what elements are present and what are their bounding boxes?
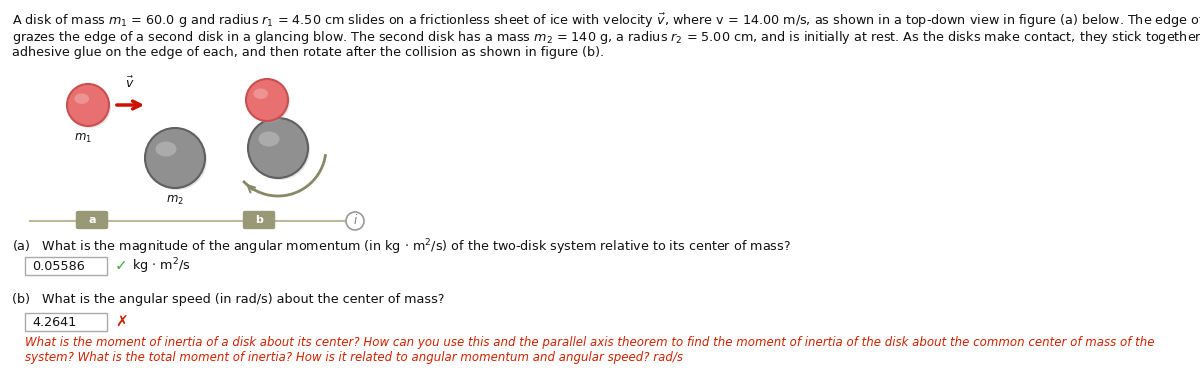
FancyBboxPatch shape — [25, 313, 107, 331]
Text: ✓: ✓ — [115, 259, 127, 273]
FancyBboxPatch shape — [77, 211, 108, 229]
FancyBboxPatch shape — [25, 257, 107, 275]
Text: $m_2$: $m_2$ — [166, 194, 184, 207]
Text: grazes the edge of a second disk in a glancing blow. The second disk has a mass : grazes the edge of a second disk in a gl… — [12, 29, 1200, 46]
Text: What is the moment of inertia of a disk about its center? How can you use this a: What is the moment of inertia of a disk … — [25, 336, 1154, 349]
Text: a: a — [89, 215, 96, 225]
Ellipse shape — [67, 84, 109, 126]
Ellipse shape — [74, 94, 89, 104]
Text: (a)   What is the magnitude of the angular momentum (in kg $\cdot$ m$^2$/s) of t: (a) What is the magnitude of the angular… — [12, 237, 791, 257]
Text: ✗: ✗ — [115, 314, 127, 330]
Text: kg $\cdot$ m$^2$/s: kg $\cdot$ m$^2$/s — [132, 256, 191, 276]
Ellipse shape — [246, 79, 288, 121]
Ellipse shape — [145, 128, 205, 188]
Text: b: b — [256, 215, 263, 225]
Text: adhesive glue on the edge of each, and then rotate after the collision as shown : adhesive glue on the edge of each, and t… — [12, 46, 604, 59]
Text: A disk of mass $m_1$ = 60.0 g and radius $r_1$ = 4.50 cm slides on a frictionles: A disk of mass $m_1$ = 60.0 g and radius… — [12, 12, 1200, 30]
Ellipse shape — [253, 89, 268, 99]
Ellipse shape — [148, 130, 208, 190]
Text: system? What is the total moment of inertia? How is it related to angular moment: system? What is the total moment of iner… — [25, 351, 683, 364]
Text: (b)   What is the angular speed (in rad/s) about the center of mass?: (b) What is the angular speed (in rad/s)… — [12, 293, 444, 306]
Ellipse shape — [70, 86, 112, 128]
Text: i: i — [353, 215, 356, 227]
Ellipse shape — [250, 120, 310, 180]
Ellipse shape — [258, 131, 280, 147]
Ellipse shape — [248, 81, 290, 123]
Text: 0.05586: 0.05586 — [32, 259, 85, 273]
FancyBboxPatch shape — [244, 211, 275, 229]
Text: $\vec{v}$: $\vec{v}$ — [125, 76, 134, 91]
Circle shape — [346, 212, 364, 230]
Ellipse shape — [248, 118, 308, 178]
Text: 4.2641: 4.2641 — [32, 316, 77, 328]
Text: $m_1$: $m_1$ — [74, 132, 92, 145]
Ellipse shape — [156, 142, 176, 156]
